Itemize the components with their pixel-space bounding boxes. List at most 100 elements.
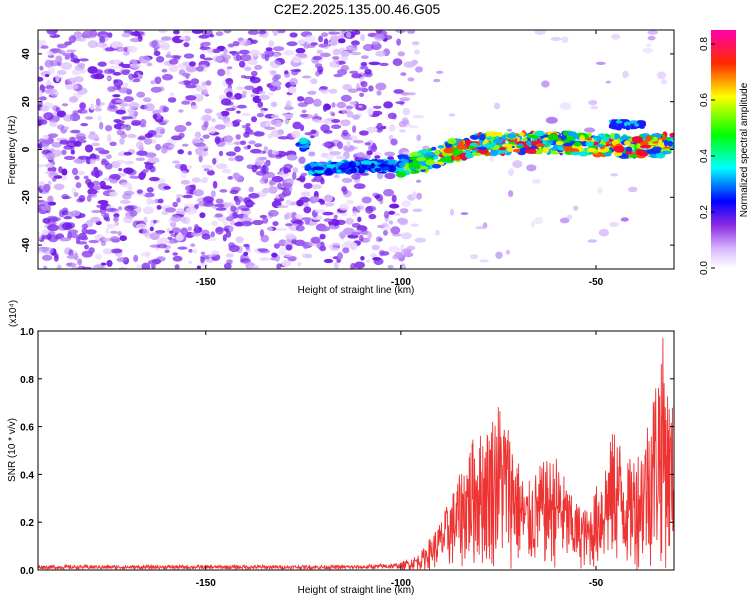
heatmap-cell	[331, 56, 340, 60]
heatmap-cell	[178, 81, 185, 85]
heatmap-cell	[383, 101, 393, 109]
heatmap-cell	[81, 223, 89, 229]
spectrogram-y-ticks: -40 -20 0 20 40	[21, 48, 674, 252]
heatmap-cell	[436, 70, 444, 74]
heatmap-cell	[264, 161, 270, 167]
heatmap-cell	[292, 167, 298, 174]
heatmap-cell	[112, 71, 122, 76]
heatmap-cell	[450, 208, 454, 216]
heatmap-cell	[277, 136, 290, 140]
heatmap-cell	[150, 80, 156, 85]
heatmap-cell	[292, 172, 297, 180]
heatmap-cell	[251, 219, 264, 226]
heatmap-cell	[571, 151, 582, 156]
y-tick-label: 0.8	[20, 375, 34, 386]
heatmap-cell	[110, 236, 120, 243]
heatmap-cell	[342, 227, 355, 235]
heatmap-cell	[507, 168, 515, 177]
heatmap-cell	[107, 86, 117, 91]
heatmap-cell	[254, 64, 263, 70]
heatmap-cell	[66, 262, 77, 268]
heatmap-cell	[310, 78, 318, 85]
heatmap-cell	[416, 157, 427, 162]
heatmap-cell	[628, 186, 638, 193]
heatmap-cell	[460, 212, 469, 216]
heatmap-cell	[489, 149, 499, 157]
heatmap-cell	[39, 105, 50, 112]
heatmap-cell	[547, 133, 559, 141]
snr-x-ticks: -150 -100 -50	[196, 331, 604, 589]
heatmap-cell	[199, 212, 206, 219]
heatmap-cell	[168, 239, 175, 245]
heatmap-cell	[112, 94, 121, 98]
heatmap-cell	[351, 231, 361, 236]
heatmap-cell	[453, 156, 461, 161]
heatmap-cell	[73, 58, 80, 64]
heatmap-cell	[115, 46, 126, 52]
heatmap-cell	[318, 226, 331, 232]
heatmap-cell	[285, 100, 292, 108]
heatmap-cell	[85, 116, 94, 120]
heatmap-cell	[283, 213, 289, 220]
heatmap-cell	[535, 143, 546, 147]
heatmap-cell	[236, 86, 244, 90]
heatmap-cell	[256, 113, 264, 118]
heatmap-cell	[225, 78, 234, 85]
heatmap-cell	[91, 142, 100, 147]
heatmap-cell	[220, 110, 230, 117]
heatmap-cell	[526, 140, 532, 147]
heatmap-cell	[207, 126, 217, 134]
heatmap-cell	[190, 231, 202, 237]
heatmap-cell	[395, 171, 407, 178]
heatmap-cell	[222, 234, 227, 242]
heatmap-cell	[176, 208, 184, 212]
heatmap-cell	[493, 102, 501, 110]
heatmap-cell	[227, 43, 235, 48]
heatmap-cell	[78, 155, 90, 160]
heatmap-cell	[234, 93, 242, 100]
heatmap-cell	[84, 244, 89, 250]
heatmap-cell	[587, 239, 598, 243]
y-tick-label: 20	[21, 96, 32, 108]
heatmap-cell	[89, 103, 95, 111]
heatmap-cell	[475, 226, 486, 230]
snr-y-ticks: 0.0 0.2 0.4 0.6 0.8 1.0	[20, 327, 674, 577]
heatmap-cell	[381, 222, 389, 228]
heatmap-cell	[312, 55, 323, 61]
heatmap-cell	[312, 98, 322, 107]
heatmap-cell	[149, 232, 160, 240]
heatmap-cell	[214, 136, 221, 145]
heatmap-cell	[135, 206, 142, 214]
heatmap-cell	[324, 202, 335, 207]
heatmap-cell	[400, 208, 409, 214]
heatmap-cell	[357, 216, 362, 223]
heatmap-cell	[416, 179, 422, 183]
heatmap-cell	[73, 252, 79, 261]
heatmap-cell	[120, 125, 128, 130]
heatmap-cell	[535, 149, 544, 155]
heatmap-cell	[349, 242, 358, 251]
heatmap-cell	[530, 220, 536, 228]
heatmap-cell	[276, 263, 282, 269]
heatmap-cell	[120, 63, 133, 69]
heatmap-cell	[42, 217, 51, 224]
heatmap-cell	[109, 179, 119, 184]
heatmap-cell	[161, 73, 174, 81]
heatmap-cell	[628, 120, 637, 124]
heatmap-cell	[272, 46, 285, 52]
heatmap-cell	[292, 121, 302, 130]
heatmap-cell	[542, 146, 550, 154]
heatmap-cell	[101, 212, 110, 218]
heatmap-cell	[244, 85, 255, 91]
heatmap-cell	[271, 114, 279, 119]
heatmap-cell	[194, 224, 199, 230]
heatmap-cell	[285, 223, 293, 227]
heatmap-cell	[175, 233, 184, 242]
heatmap-cell	[368, 85, 374, 92]
heatmap-cell	[157, 198, 164, 204]
heatmap-cell	[97, 61, 107, 67]
heatmap-cell	[489, 155, 494, 162]
heatmap-cell	[598, 228, 609, 237]
heatmap-cell	[124, 205, 135, 212]
heatmap-cell	[383, 210, 389, 219]
